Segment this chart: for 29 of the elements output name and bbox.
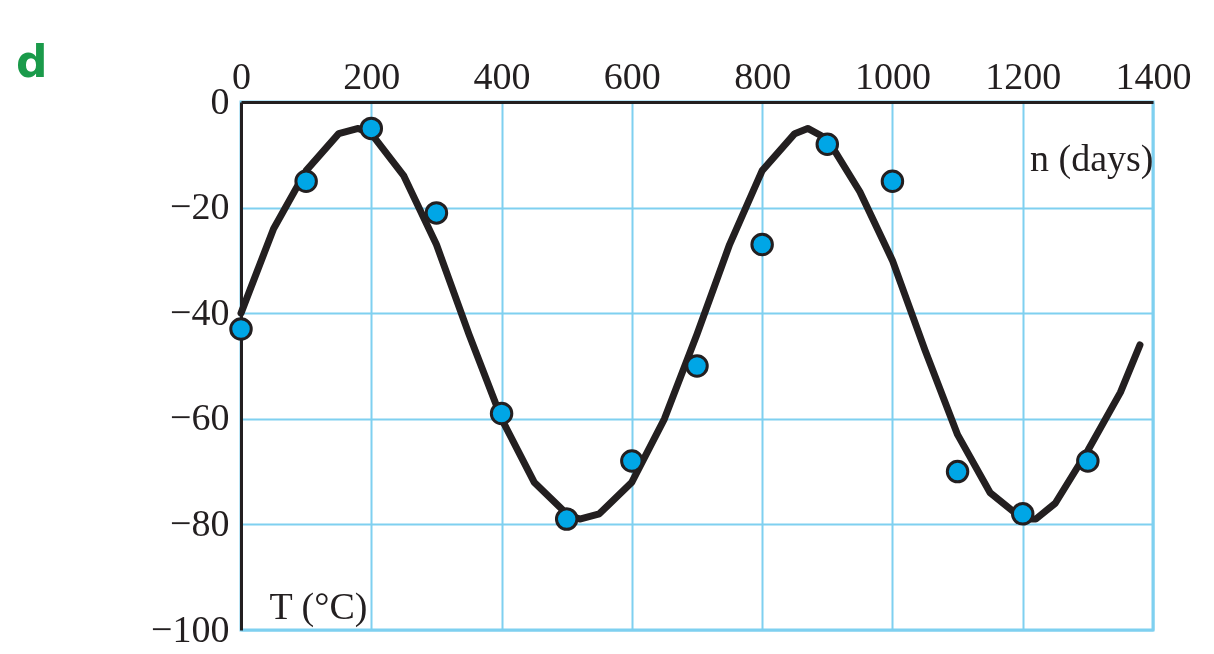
y-tick-label: −80 bbox=[170, 501, 230, 544]
y-tick-label: −100 bbox=[151, 607, 230, 650]
y-axis-title: T (°C) bbox=[269, 584, 368, 628]
y-tick-label: −40 bbox=[170, 290, 230, 333]
point bbox=[359, 116, 384, 141]
point bbox=[815, 132, 840, 156]
chart-title: d bbox=[16, 36, 48, 87]
point bbox=[750, 232, 774, 257]
x-tick-label: 1400 bbox=[1115, 54, 1192, 97]
point bbox=[1076, 449, 1100, 473]
x-tick-label: 600 bbox=[603, 54, 661, 97]
point bbox=[1010, 502, 1035, 526]
point bbox=[489, 401, 514, 426]
point bbox=[554, 507, 579, 531]
point bbox=[229, 317, 253, 341]
point bbox=[880, 169, 905, 193]
y-tick-label: −60 bbox=[170, 396, 230, 439]
x-tick-label: 400 bbox=[473, 54, 531, 97]
x-tick-label: 800 bbox=[734, 54, 792, 97]
point bbox=[620, 449, 644, 473]
point bbox=[945, 459, 970, 484]
x-tick-label: 1200 bbox=[985, 54, 1062, 97]
y-tick-label: −20 bbox=[170, 185, 230, 228]
x-tick-label: 200 bbox=[343, 54, 401, 97]
point bbox=[424, 201, 449, 225]
x-tick-label: 1000 bbox=[854, 54, 931, 97]
point bbox=[294, 169, 318, 193]
point bbox=[685, 354, 709, 378]
x-axis-title: n (days) bbox=[1030, 136, 1154, 180]
